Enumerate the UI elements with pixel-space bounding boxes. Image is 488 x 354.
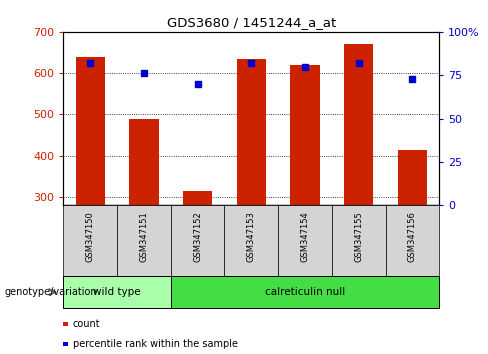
Bar xyxy=(76,57,105,205)
Bar xyxy=(224,205,278,276)
Bar xyxy=(290,65,320,205)
Text: calreticulin null: calreticulin null xyxy=(265,287,345,297)
Bar xyxy=(278,205,332,276)
Title: GDS3680 / 1451244_a_at: GDS3680 / 1451244_a_at xyxy=(167,16,336,29)
Bar xyxy=(386,205,439,276)
Bar xyxy=(117,205,171,276)
Bar xyxy=(332,205,386,276)
Point xyxy=(247,60,255,66)
Text: GSM347153: GSM347153 xyxy=(247,211,256,262)
Text: genotype/variation: genotype/variation xyxy=(5,287,98,297)
Bar xyxy=(183,191,212,205)
Point xyxy=(408,76,416,81)
Text: GSM347155: GSM347155 xyxy=(354,211,363,262)
Bar xyxy=(237,59,266,205)
Text: percentile rank within the sample: percentile rank within the sample xyxy=(73,339,238,349)
Bar xyxy=(344,44,373,205)
Text: GSM347156: GSM347156 xyxy=(408,211,417,262)
Text: GSM347151: GSM347151 xyxy=(140,211,148,262)
Text: wild type: wild type xyxy=(93,287,141,297)
Point xyxy=(355,60,363,66)
Point xyxy=(194,81,202,87)
Text: GSM347152: GSM347152 xyxy=(193,211,202,262)
Bar xyxy=(398,149,427,205)
Bar xyxy=(63,276,171,308)
Text: GSM347150: GSM347150 xyxy=(86,211,95,262)
Point xyxy=(86,60,94,66)
Point xyxy=(140,71,148,76)
Bar xyxy=(129,119,159,205)
Bar xyxy=(171,205,224,276)
Text: GSM347154: GSM347154 xyxy=(301,211,309,262)
Text: count: count xyxy=(73,319,100,329)
Bar xyxy=(171,276,439,308)
Point xyxy=(301,64,309,69)
Bar xyxy=(63,205,117,276)
